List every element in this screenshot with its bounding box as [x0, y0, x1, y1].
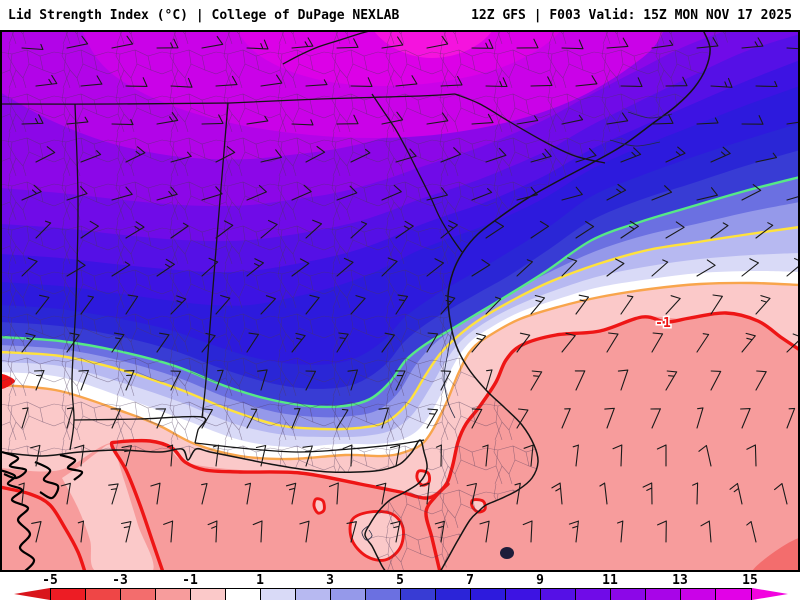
- colorbar-segment: [156, 589, 191, 600]
- colorbar-segment: [681, 589, 716, 600]
- colorbar-segment: [191, 589, 226, 600]
- colorbar-segment: [716, 589, 751, 600]
- colorbar-tick-label: 11: [602, 573, 618, 588]
- colorbar-tick-labels: -5 -3 -1 1 3 5 7 9 11 13 15: [0, 573, 800, 588]
- colorbar-segment: [541, 589, 576, 600]
- colorbar-tick-label: 13: [672, 573, 688, 588]
- colorbar-segment: [366, 589, 401, 600]
- colorbar-segment: [506, 589, 541, 600]
- map-canvas: -1: [0, 30, 800, 572]
- colorbar-segment: [576, 589, 611, 600]
- title-bar: Lid Strength Index (°C) | College of DuP…: [0, 0, 800, 30]
- colorbar-tick-label: 5: [396, 573, 404, 588]
- colorbar-tick-label: 1: [256, 573, 264, 588]
- lsi-contour-map: -1: [0, 30, 800, 572]
- colorbar-tick-label: 3: [326, 573, 334, 588]
- colorbar-segment: [86, 589, 121, 600]
- colorbar-scale: [50, 588, 752, 600]
- colorbar-segment: [401, 589, 436, 600]
- colorbar-segment: [646, 589, 681, 600]
- colorbar-tick-label: 7: [466, 573, 474, 588]
- colorbar-tick-label: -5: [42, 573, 58, 588]
- product-title: Lid Strength Index (°C) | College of DuP…: [8, 7, 400, 23]
- colorbar-tick-label: 15: [742, 573, 758, 588]
- colorbar-segment: [296, 589, 331, 600]
- colorbar-tick-label: -1: [182, 573, 198, 588]
- colorbar-tick-label: -3: [112, 573, 128, 588]
- colorbar-over-arrow: [752, 588, 788, 600]
- colorbar-segment: [261, 589, 296, 600]
- colorbar-segment: [121, 589, 156, 600]
- colorbar-segment: [471, 589, 506, 600]
- colorbar-segment: [331, 589, 366, 600]
- colorbar: -5 -3 -1 1 3 5 7 9 11 13 15: [0, 572, 800, 600]
- colorbar-under-arrow: [14, 588, 50, 600]
- colorbar-tick-label: 9: [536, 573, 544, 588]
- model-valid-time: 12Z GFS | F003 Valid: 15Z MON NOV 17 202…: [471, 7, 792, 23]
- contour-label: -1: [655, 316, 671, 331]
- colorbar-segment: [51, 589, 86, 600]
- colorbar-segment: [226, 589, 261, 600]
- colorbar-segment: [611, 589, 646, 600]
- colorbar-segment: [436, 589, 471, 600]
